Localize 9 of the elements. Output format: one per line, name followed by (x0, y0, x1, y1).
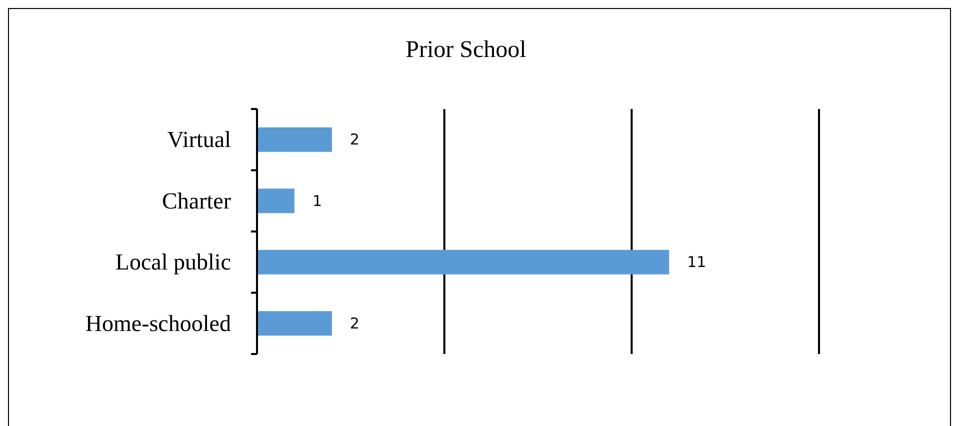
y-tick-label: Local public (115, 250, 231, 275)
data-label: 2 (350, 130, 360, 149)
data-label: 11 (687, 253, 706, 272)
y-tick-label: Virtual (167, 127, 231, 152)
chart-title: Prior School (406, 37, 527, 63)
data-label: 1 (312, 192, 322, 210)
data-label: 2 (350, 314, 360, 332)
y-tick-label: Home-schooled (85, 310, 232, 336)
y-tick-label: Charter (162, 188, 232, 214)
